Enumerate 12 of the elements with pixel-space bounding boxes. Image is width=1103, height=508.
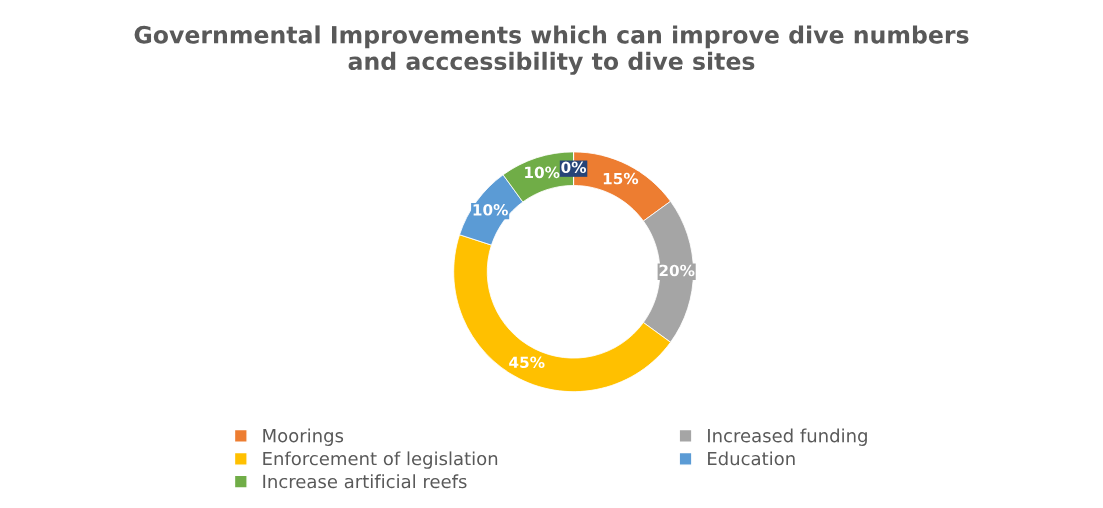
- legend-label: Increased funding: [708, 428, 867, 446]
- data-label: 45%: [509, 356, 545, 369]
- legend-label: Increase artificial reefs: [263, 474, 467, 489]
- data-label: 10%: [473, 204, 508, 216]
- legend-label: Education: [708, 451, 795, 466]
- legend-label: Moorings: [263, 428, 344, 446]
- data-label: 20%: [659, 264, 695, 277]
- legend-label: Enforcement of legislation: [263, 451, 498, 469]
- chart-title: Governmental Improvements which can improve dive numbers and acccessibility to dive sites: [134, 25, 969, 75]
- data-label: 15%: [603, 172, 639, 185]
- data-label: 10%: [525, 166, 560, 179]
- text: 0%: [561, 161, 587, 174]
